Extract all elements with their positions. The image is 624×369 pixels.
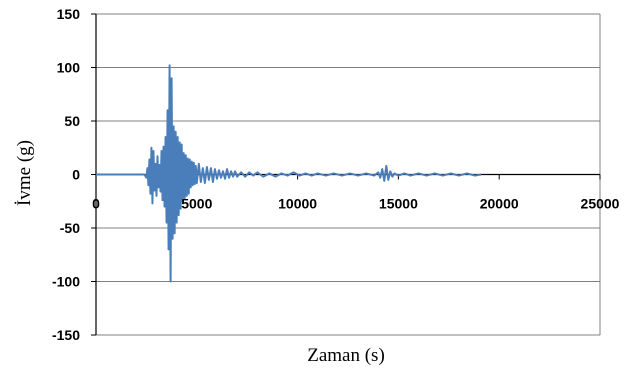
y-tick-label: -150 (52, 327, 80, 343)
y-tick-label: 0 (72, 167, 80, 183)
x-tick-label: 25000 (581, 196, 620, 212)
series-line (96, 64, 482, 283)
y-tick-label: 50 (64, 113, 80, 129)
x-tick-label: 0 (92, 196, 100, 212)
y-axis (91, 13, 97, 336)
x-tick-label: 15000 (379, 196, 418, 212)
x-tick-label: 5000 (181, 196, 212, 212)
y-tick-label: -100 (52, 274, 80, 290)
y-tick-label: -50 (60, 220, 80, 236)
x-tick-label: 10000 (278, 196, 317, 212)
x-axis-title: Zaman (s) (307, 345, 385, 366)
y-tick-labels: 150 100 50 0 -50 -100 -150 (52, 6, 80, 343)
x-tick-label: 20000 (480, 196, 519, 212)
y-axis-title: İvme (g) (14, 140, 35, 206)
x-tick-labels: 0 5000 10000 15000 20000 25000 (92, 196, 620, 212)
y-tick-label: 150 (57, 6, 81, 22)
y-tick-label: 100 (57, 60, 81, 76)
series-group (96, 64, 482, 283)
